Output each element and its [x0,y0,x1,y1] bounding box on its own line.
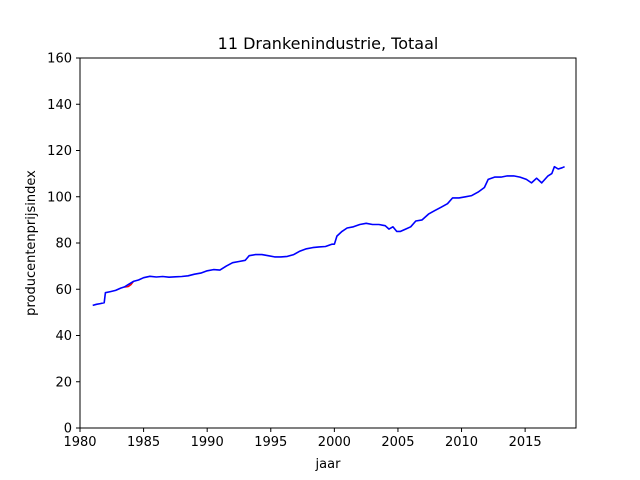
x-axis: 1980 1985 1990 1995 2000 2005 2010 2015 [63,428,542,450]
y-tick-label: 160 [47,52,72,67]
x-tick-label: 2015 [509,435,542,450]
y-tick-label: 20 [55,375,72,390]
x-tick-label: 1985 [127,435,160,450]
series-line-2 [92,165,565,307]
y-tick-label: 80 [55,237,72,252]
y-axis: 0 20 40 60 80 100 120 140 160 [47,52,80,437]
x-tick-label: 1980 [63,435,96,450]
x-tick-label: 1995 [254,435,287,450]
y-tick-label: 100 [47,190,72,205]
x-tick-label: 2000 [318,435,351,450]
x-axis-title: jaar [315,457,342,472]
chart-title: 11 Drankenindustrie, Totaal [218,34,439,53]
y-tick-label: 60 [55,283,72,298]
y-tick-label: 0 [64,422,72,437]
series-layer [92,165,565,307]
x-tick-label: 2005 [381,435,414,450]
y-tick-label: 120 [47,144,72,159]
x-tick-label: 1990 [191,435,224,450]
y-tick-label: 40 [55,329,72,344]
x-tick-label: 2010 [445,435,478,450]
y-tick-label: 140 [47,98,72,113]
y-axis-title: producentenprijsindex [24,170,39,316]
